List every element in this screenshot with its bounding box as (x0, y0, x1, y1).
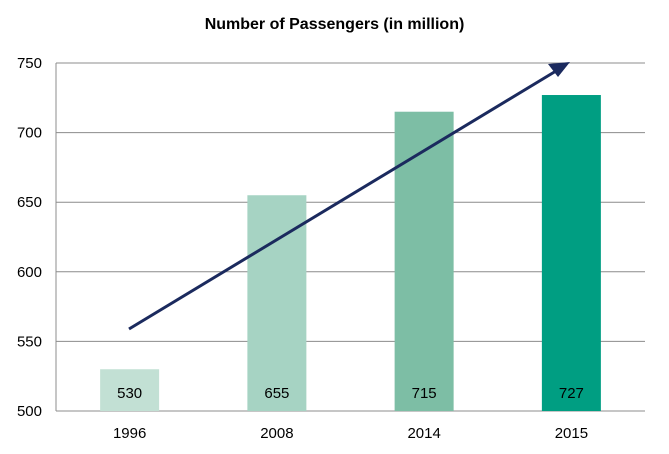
data-label: 530 (117, 385, 142, 402)
y-tick-label: 500 (17, 403, 42, 420)
bar (541, 95, 601, 412)
y-tick-label: 650 (17, 194, 42, 211)
y-tick-label: 700 (17, 125, 42, 142)
y-tick-label: 550 (17, 333, 42, 350)
chart-title: Number of Passengers (in million) (204, 16, 465, 33)
bar (394, 111, 454, 411)
y-tick-label: 600 (17, 264, 42, 281)
x-tick-label: 2015 (555, 425, 588, 442)
data-label: 655 (264, 385, 289, 402)
x-tick-label: 2008 (260, 425, 293, 442)
x-tick-label: 2014 (407, 425, 440, 442)
trend-arrow-line (128, 69, 557, 331)
bar (247, 195, 307, 411)
arrow-head-icon (548, 62, 570, 77)
x-tick-label: 1996 (113, 425, 146, 442)
y-tick-label: 750 (17, 55, 42, 72)
bar (100, 369, 160, 411)
data-label: 715 (412, 385, 437, 402)
data-label: 727 (559, 385, 584, 402)
